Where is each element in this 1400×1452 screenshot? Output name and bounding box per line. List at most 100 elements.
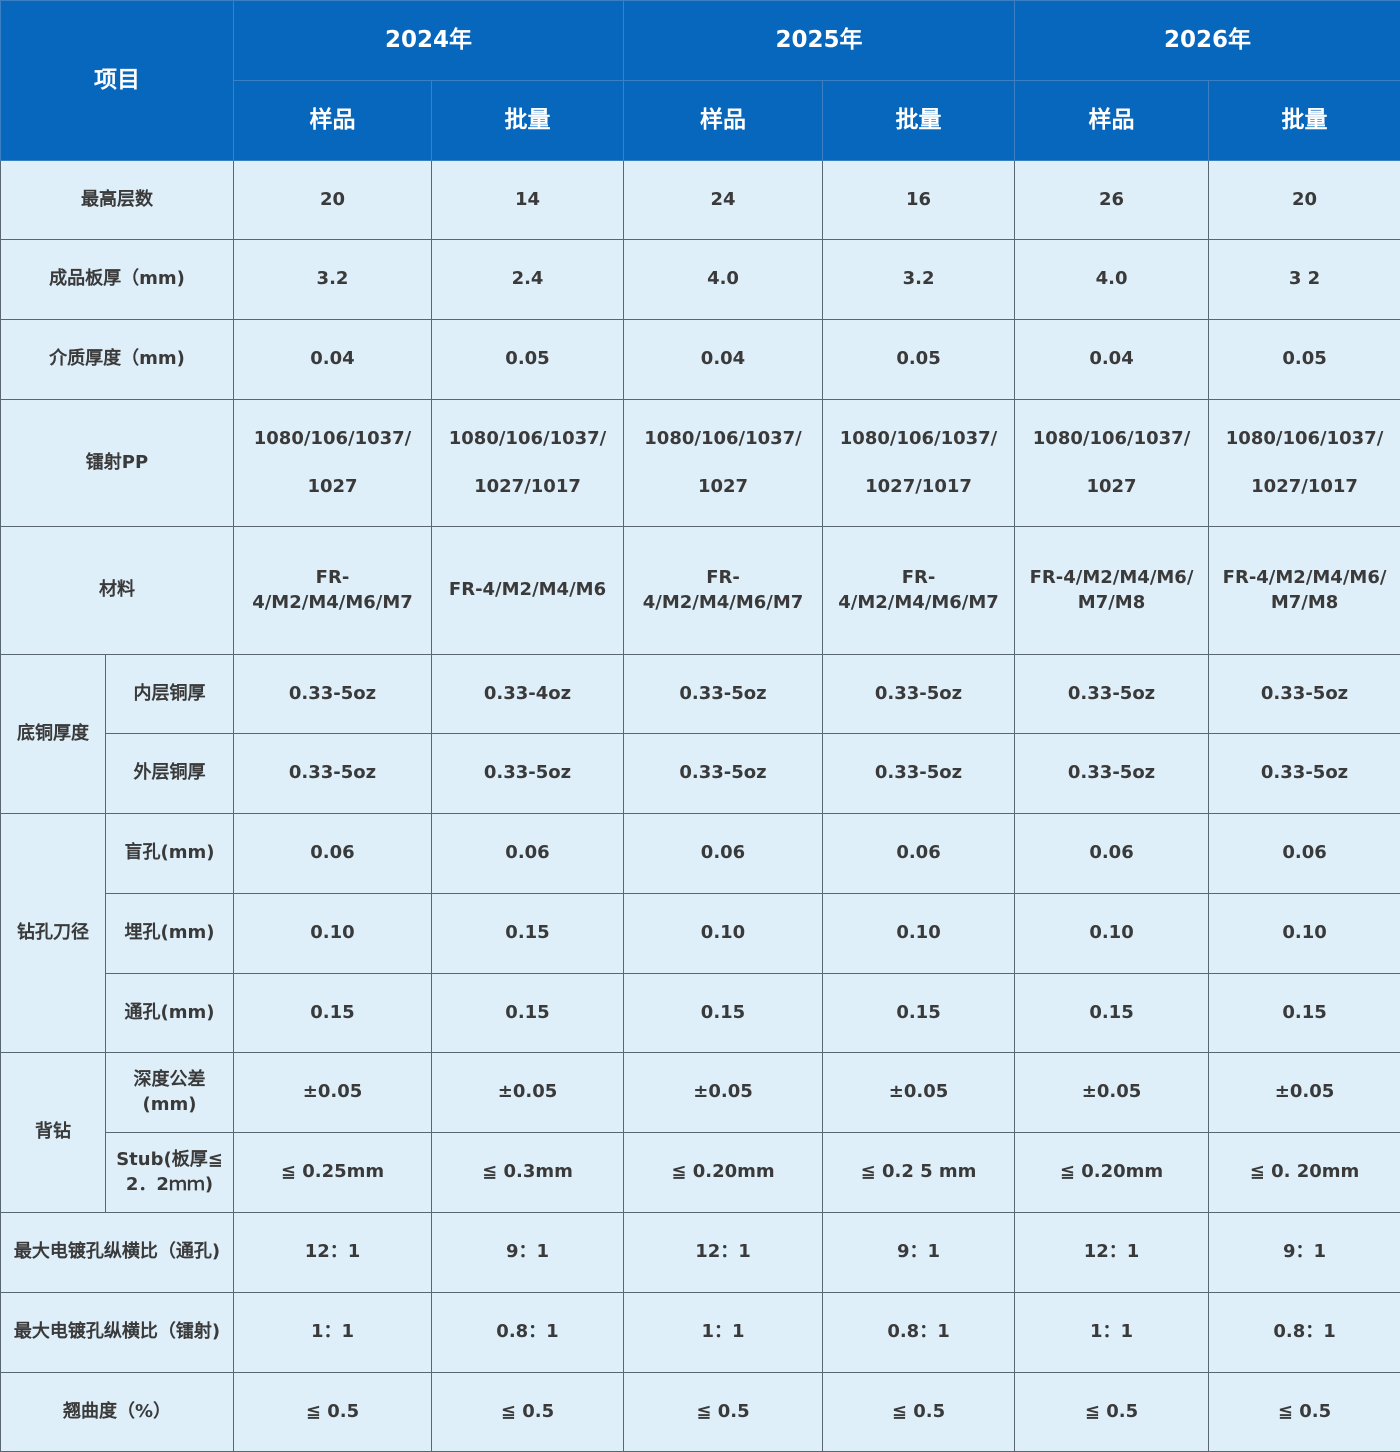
sub-header-batch: 批量 <box>432 81 624 161</box>
table-cell: ≦ 0. 20mm <box>1209 1133 1400 1213</box>
table-cell: 0.06 <box>234 814 432 894</box>
table-cell: 3.2 <box>823 240 1015 320</box>
year-header-2026: 2026年 <box>1015 1 1400 81</box>
table-cell: 1080/106/1037/1027 <box>1015 400 1209 527</box>
row-label: 深度公差(mm) <box>106 1053 234 1133</box>
year-header-row: 项目 2024年 2025年 2026年 <box>1 1 1400 81</box>
year-header-2025: 2025年 <box>624 1 1015 81</box>
table-cell: ±0.05 <box>1209 1053 1400 1133</box>
table-cell: 3 2 <box>1209 240 1400 320</box>
table-cell: 12：1 <box>1015 1213 1209 1293</box>
table-cell: 0.04 <box>1015 320 1209 400</box>
sub-header-sample: 样品 <box>624 81 823 161</box>
table-cell: ≦ 0.25mm <box>234 1133 432 1213</box>
table-cell: 0.8：1 <box>1209 1293 1400 1373</box>
table-cell: 1：1 <box>234 1293 432 1373</box>
table-cell: 0.33-5oz <box>624 655 823 734</box>
table-cell: FR-4/M2/M4/M6/M7/M8 <box>1015 527 1209 655</box>
row-label: 盲孔(mm) <box>106 814 234 894</box>
row-label: 翘曲度（%） <box>1 1373 234 1452</box>
sub-header-sample: 样品 <box>1015 81 1209 161</box>
table-cell: ≦ 0.5 <box>432 1373 624 1452</box>
table-cell: 0.15 <box>432 974 624 1053</box>
table-cell: 9：1 <box>432 1213 624 1293</box>
table-cell: FR-4/M2/M4/M6 <box>432 527 624 655</box>
table-cell: ±0.05 <box>432 1053 624 1133</box>
row-label: 最大电镀孔纵横比（通孔) <box>1 1213 234 1293</box>
table-cell: 20 <box>234 161 432 240</box>
table-cell: 24 <box>624 161 823 240</box>
table-cell: 9：1 <box>823 1213 1015 1293</box>
table-cell: 12：1 <box>624 1213 823 1293</box>
row-group-label: 背钻 <box>1 1053 106 1213</box>
table-cell: 0.15 <box>1209 974 1400 1053</box>
row-group-label: 钻孔刀径 <box>1 814 106 1053</box>
table-cell: 0.05 <box>432 320 624 400</box>
table-row: Stub(板厚≦2．2ｍｍ)≦ 0.25mm≦ 0.3mm≦ 0.20mm≦ 0… <box>1 1133 1400 1213</box>
table-cell: FR-4/M2/M4/M6/M7/M8 <box>1209 527 1400 655</box>
table-cell: 1080/106/1037/1027/1017 <box>1209 400 1400 527</box>
row-group-label: 底铜厚度 <box>1 655 106 814</box>
table-cell: 1080/106/1037/1027/1017 <box>432 400 624 527</box>
row-label: 介质厚度（mm) <box>1 320 234 400</box>
table-cell: ≦ 0.5 <box>624 1373 823 1452</box>
table-cell: FR-4/M2/M4/M6/M7 <box>234 527 432 655</box>
table-cell: 1080/106/1037/1027 <box>234 400 432 527</box>
row-label: 外层铜厚 <box>106 734 234 814</box>
table-row: 背钻深度公差(mm)±0.05±0.05±0.05±0.05±0.05±0.05 <box>1 1053 1400 1133</box>
table-cell: 0.33-5oz <box>234 655 432 734</box>
table-cell: ±0.05 <box>1015 1053 1209 1133</box>
table-cell: 0.05 <box>823 320 1015 400</box>
table-cell: ±0.05 <box>823 1053 1015 1133</box>
table-cell: 0.10 <box>234 894 432 974</box>
table-row: 翘曲度（%）≦ 0.5≦ 0.5≦ 0.5≦ 0.5≦ 0.5≦ 0.5 <box>1 1373 1400 1452</box>
table-cell: 1080/106/1037/1027 <box>624 400 823 527</box>
table-cell: ≦ 0.2 5 mm <box>823 1133 1015 1213</box>
table-cell: 12：1 <box>234 1213 432 1293</box>
table-cell: 0.06 <box>823 814 1015 894</box>
table-cell: 0.33-5oz <box>1015 655 1209 734</box>
table-cell: 0.10 <box>1015 894 1209 974</box>
table-cell: ≦ 0.5 <box>234 1373 432 1452</box>
table-cell: 0.8：1 <box>823 1293 1015 1373</box>
table-cell: 0.33-5oz <box>1015 734 1209 814</box>
table-cell: 0.15 <box>432 894 624 974</box>
table-cell: ±0.05 <box>624 1053 823 1133</box>
table-cell: 0.04 <box>624 320 823 400</box>
row-label: 成品板厚（mm) <box>1 240 234 320</box>
item-header: 项目 <box>1 1 234 161</box>
row-label: Stub(板厚≦2．2ｍｍ) <box>106 1133 234 1213</box>
table-cell: ≦ 0.3mm <box>432 1133 624 1213</box>
table-cell: 4.0 <box>1015 240 1209 320</box>
table-cell: 0.10 <box>823 894 1015 974</box>
table-cell: 1：1 <box>1015 1293 1209 1373</box>
table-cell: 0.15 <box>624 974 823 1053</box>
row-label: 埋孔(mm) <box>106 894 234 974</box>
table-cell: 0.8：1 <box>432 1293 624 1373</box>
table-cell: 14 <box>432 161 624 240</box>
sub-header-batch: 批量 <box>823 81 1015 161</box>
table-cell: ≦ 0.20mm <box>624 1133 823 1213</box>
table-cell: 0.33-5oz <box>823 734 1015 814</box>
table-cell: 0.15 <box>823 974 1015 1053</box>
row-label: 镭射PP <box>1 400 234 527</box>
table-cell: 3.2 <box>234 240 432 320</box>
table-cell: 0.06 <box>1015 814 1209 894</box>
table-cell: 9：1 <box>1209 1213 1400 1293</box>
table-cell: 2.4 <box>432 240 624 320</box>
year-header-2024: 2024年 <box>234 1 624 81</box>
table-cell: 16 <box>823 161 1015 240</box>
table-cell: ≦ 0.5 <box>1209 1373 1400 1452</box>
table-cell: 0.10 <box>624 894 823 974</box>
